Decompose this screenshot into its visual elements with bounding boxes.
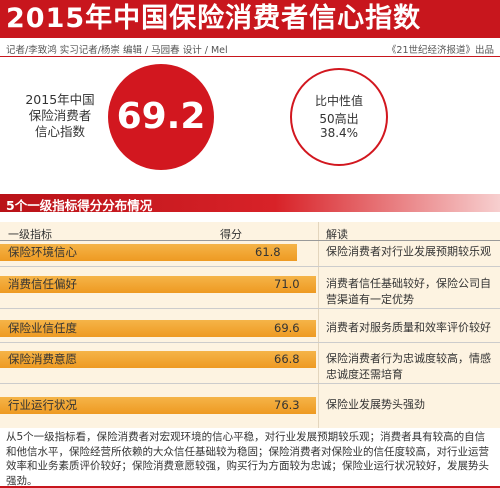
indicator-score: 61.8 xyxy=(255,245,281,259)
indicator-name: 保险消费意愿 xyxy=(8,352,77,366)
indicator-interpretation: 保险消费者对行业发展预期较乐观 xyxy=(326,245,491,258)
row-divider xyxy=(0,266,500,267)
row-divider xyxy=(0,383,500,384)
comparison-line-3: 38.4% xyxy=(319,126,359,140)
index-label-line-2: 保险消费者 xyxy=(28,108,92,123)
header-indicator: 一级指标 xyxy=(8,228,52,241)
footnote-text: 从5个一级指标看，保险消费者对宏观环境的信心平稳，对行业发展预期较乐观；消费者具… xyxy=(6,431,489,487)
index-label: 2015年中国 保险消费者 信心指数 xyxy=(10,92,110,140)
index-label-line-3: 信心指数 xyxy=(34,124,85,139)
score-bar xyxy=(0,276,316,293)
score-bar xyxy=(0,397,316,414)
indicator-interpretation: 消费者对服务质量和效率评价较好 xyxy=(326,321,491,334)
indicator-name: 保险环境信心 xyxy=(8,245,77,259)
header-score: 得分 xyxy=(220,228,242,241)
indicator-name: 保险业信任度 xyxy=(8,321,77,335)
indicator-score: 76.3 xyxy=(274,398,300,412)
index-value: 69.2 xyxy=(116,96,206,137)
row-divider xyxy=(0,308,500,309)
indicator-interpretation: 保险消费者行为忠诚度较高，情感忠诚度还需培育 xyxy=(326,352,491,381)
comparison-circle: 比中性值 50高出 38.4% xyxy=(290,68,388,166)
score-bar xyxy=(0,320,316,337)
header-interpretation: 解读 xyxy=(326,228,348,241)
credits-line: 记者/李致鸿 实习记者/杨崇 编辑 / 马园春 设计 / Mel 《21世纪经济… xyxy=(6,42,494,56)
top-divider xyxy=(0,56,500,57)
author-credits: 记者/李致鸿 实习记者/杨崇 编辑 / 马园春 设计 / Mel xyxy=(6,45,228,56)
indicator-interpretation: 消费者信任基础较好，保险公司自营渠道有一定优势 xyxy=(326,277,491,306)
indicator-name: 消费信任偏好 xyxy=(8,277,77,291)
publisher-credit: 《21世纪经济报道》出品 xyxy=(386,45,494,56)
indicator-score: 66.8 xyxy=(274,352,300,366)
comparison-line-1: 比中性值 xyxy=(314,94,363,108)
title-banner: 2015年中国保险消费者信心指数 xyxy=(0,0,500,38)
indicator-score: 69.6 xyxy=(274,321,300,335)
row-divider xyxy=(0,342,500,343)
index-label-line-1: 2015年中国 xyxy=(25,92,95,107)
indicator-interpretation: 保险业发展势头强劲 xyxy=(326,398,425,411)
comparison-line-2: 50高出 xyxy=(319,112,359,126)
score-bar xyxy=(0,351,316,368)
indicator-score: 71.0 xyxy=(274,277,300,291)
column-separator xyxy=(318,222,319,428)
header-divider xyxy=(0,240,500,241)
page-title: 2015年中国保险消费者信心指数 xyxy=(6,3,422,34)
bottom-divider xyxy=(0,486,500,488)
index-value-circle: 69.2 xyxy=(108,64,214,170)
section-title: 5个一级指标得分分布情况 xyxy=(6,198,153,213)
indicator-name: 行业运行状况 xyxy=(8,398,77,412)
section-header: 5个一级指标得分分布情况 xyxy=(0,194,500,213)
score-bar xyxy=(0,244,297,261)
